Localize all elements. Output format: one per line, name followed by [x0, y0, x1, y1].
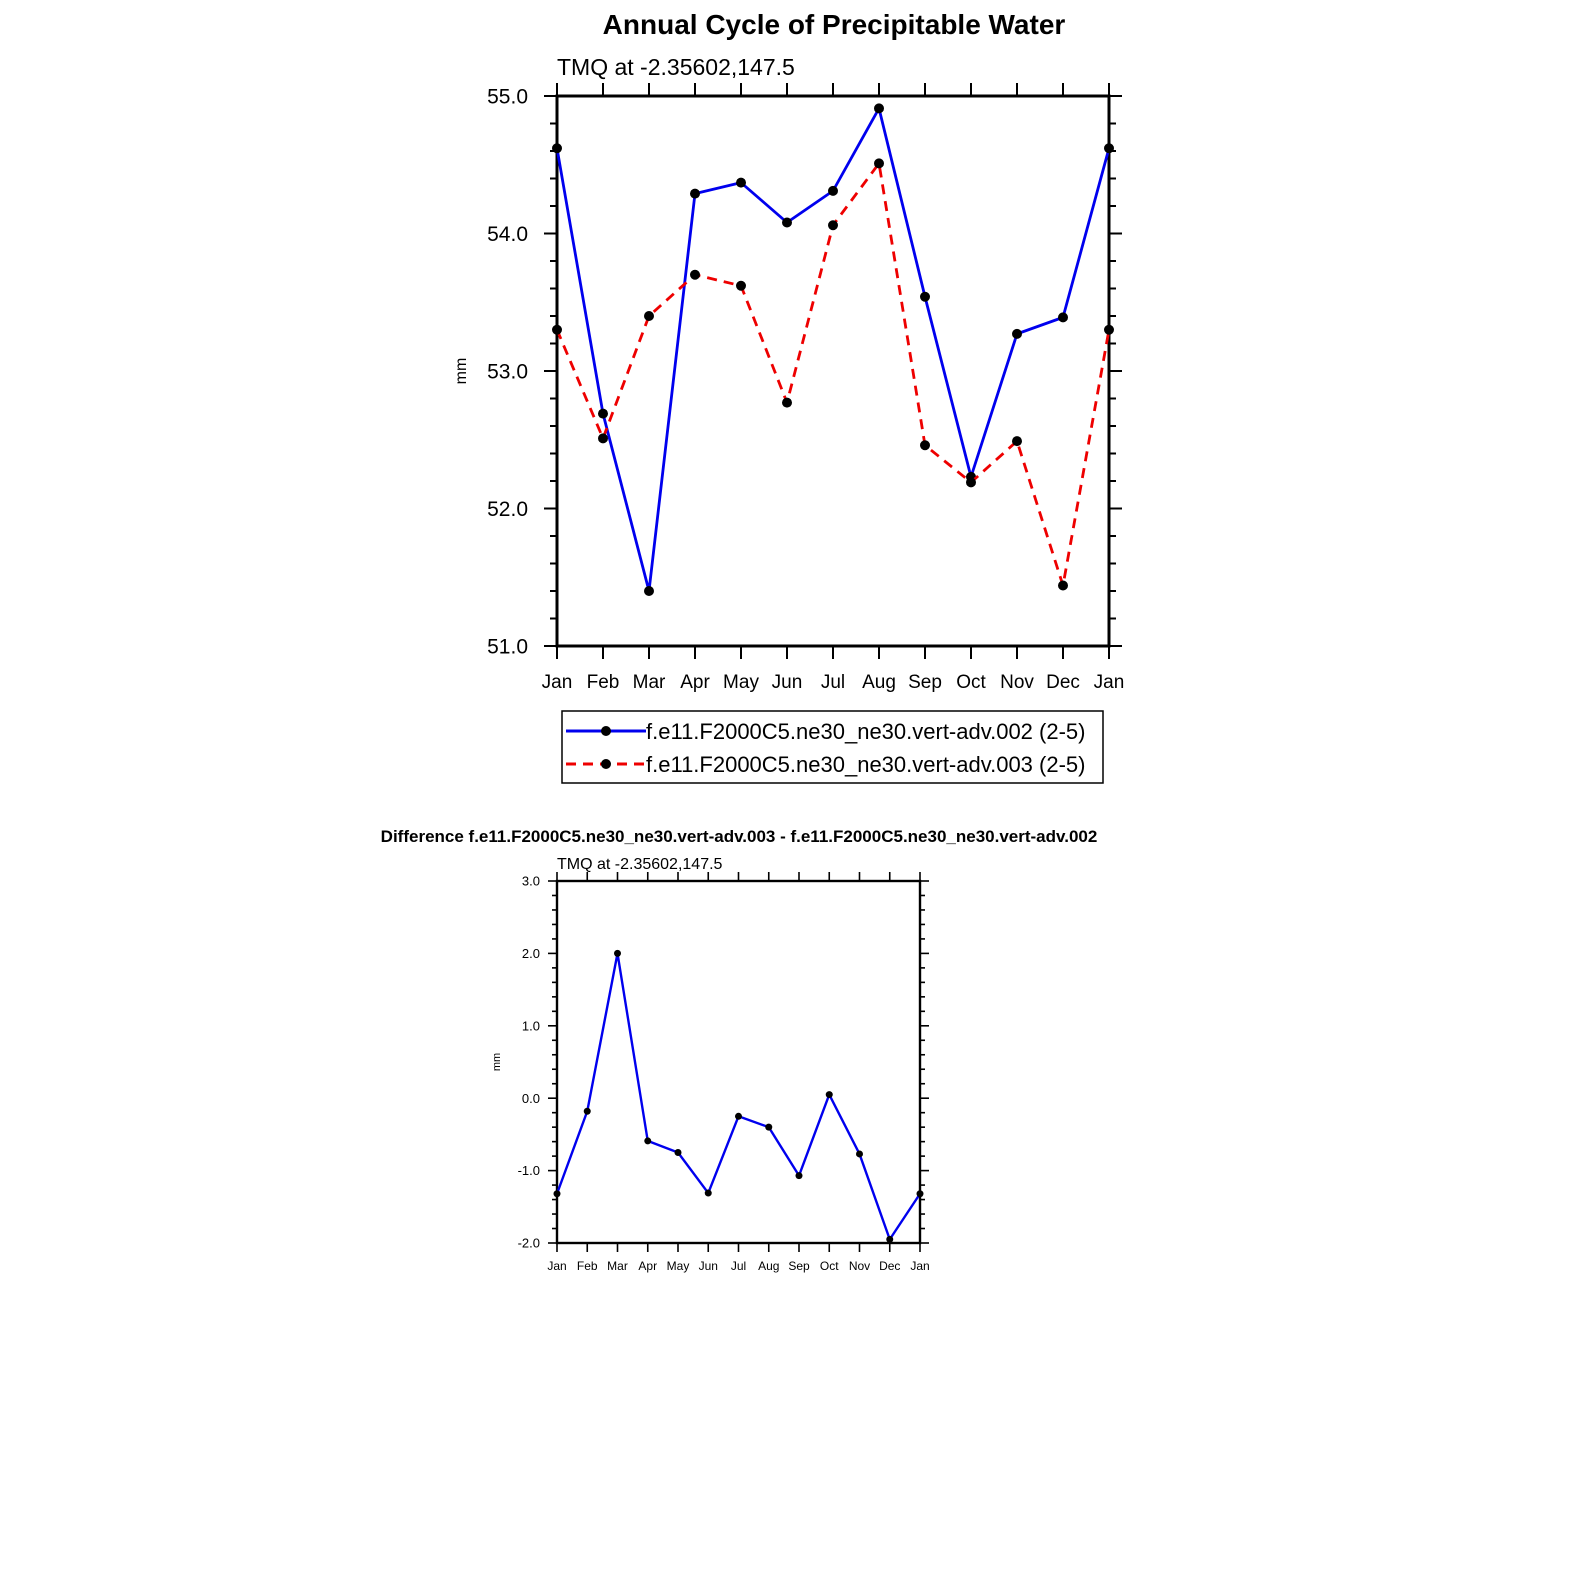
chart1-series-1-point: [690, 188, 700, 199]
chart1-series-1-point: [828, 185, 838, 196]
chart2-subtitle: TMQ at -2.35602,147.5: [557, 856, 723, 873]
chart2-x-tick-label: Jan: [547, 1259, 566, 1273]
chart2-series-1-point: [735, 1112, 742, 1120]
chart2-y-tick-label: 0.0: [522, 1091, 540, 1106]
chart1-title: Annual Cycle of Precipitable Water: [603, 9, 1066, 40]
chart1-x-tick-label: Sep: [908, 672, 942, 693]
chart1-series-2-point: [552, 324, 562, 335]
chart2-x-tick-label: May: [667, 1259, 690, 1273]
chart2-title: Difference f.e11.F2000C5.ne30_ne30.vert-…: [381, 827, 1098, 846]
chart2-x-tick-label: Apr: [638, 1259, 657, 1273]
legend-box: [561, 710, 1104, 784]
chart2-x-tick-label: Jul: [731, 1259, 746, 1273]
chart2-series-1-point: [886, 1235, 894, 1243]
chart1-x-tick-label: Aug: [862, 672, 896, 693]
chart2-series-1-point: [825, 1091, 833, 1099]
chart1-series-2-point: [920, 440, 930, 451]
chart2-x-tick-label: Dec: [879, 1259, 900, 1273]
chart1-x-tick-label: Feb: [587, 672, 620, 693]
chart1-x-tick-label: Mar: [633, 672, 666, 693]
chart2-x-tick-label: Sep: [788, 1259, 810, 1273]
chart1-x-tick-label: Nov: [1000, 672, 1034, 693]
chart2-y-tick-label: -2.0: [518, 1236, 540, 1251]
chart2-series-1-point: [614, 949, 621, 957]
chart1-series-2-point: [966, 477, 976, 488]
chart2-series-1-point: [765, 1123, 773, 1131]
chart1-series-2-point: [782, 397, 792, 408]
chart2-series-1-point: [704, 1189, 712, 1197]
legend-label-series-2: f.e11.F2000C5.ne30_ne30.vert-adv.003 (2-…: [646, 752, 1085, 777]
chart1-series-1-point: [782, 217, 792, 228]
chart2-x-tick-label: Mar: [607, 1259, 628, 1273]
chart2-series-1-point: [795, 1172, 803, 1180]
chart1-plot: Jan Feb Mar Apr May Jun Jul Aug Sep Oct Nov Dec Jan 5…: [453, 83, 1124, 693]
chart1-x-tick-label: Oct: [956, 672, 986, 693]
chart1-series-2-point: [1058, 580, 1068, 591]
chart1-series-1-point: [1012, 328, 1022, 339]
chart1-series-1-point: [1104, 143, 1114, 154]
chart2-frame: [555, 879, 922, 1245]
chart2-x-tick-label: Jun: [699, 1259, 718, 1273]
chart1-x-tick-label: Jan: [542, 672, 573, 693]
chart1-series-1-point: [1058, 312, 1068, 323]
chart2-x-tick-label: Nov: [849, 1259, 870, 1273]
chart2-series-1-point: [553, 1190, 561, 1198]
chart1-series-1-line: [555, 106, 1111, 593]
chart2-x-tick-label: Aug: [758, 1259, 779, 1273]
chart2-x-tick-label: Oct: [820, 1259, 839, 1273]
chart2-series-1-line: [555, 952, 922, 1241]
chart1-legend: f.e11.F2000C5.ne30_ne30.vert-adv.002 (2-…: [561, 710, 1104, 784]
chart2-y-tick-label: 3.0: [522, 874, 540, 889]
chart1-series-1-point: [736, 177, 746, 188]
chart1-x-tick-label: Apr: [680, 672, 710, 693]
chart1-series-2-point: [644, 311, 654, 321]
chart1-series-1-point: [874, 103, 884, 114]
chart1-series-1-point: [644, 586, 654, 596]
chart1-series-2-point: [1012, 436, 1022, 447]
chart1-series-2-point: [690, 269, 700, 280]
chart1-x-tick-label: Jun: [772, 672, 803, 693]
chart1-x-tick-label: May: [723, 672, 759, 693]
chart1-x-tick-label: Dec: [1046, 672, 1080, 693]
chart1-x-tick-label: Jul: [821, 672, 845, 693]
chart1-series-1-point: [920, 291, 930, 302]
chart2-y-axis-label: mm: [491, 1053, 503, 1071]
chart1-series-2-point: [1104, 324, 1114, 335]
legend-marker-series-1: [601, 726, 611, 736]
chart1-series-2-point: [598, 433, 608, 444]
chart2-series-1-point: [644, 1137, 652, 1145]
chart2-y-tick-label: 1.0: [522, 1018, 540, 1033]
legend-marker-series-2: [601, 759, 611, 769]
chart2-y-tick-label: -1.0: [518, 1163, 540, 1178]
chart1-y-tick-label: 51.0: [487, 635, 528, 658]
chart1-y-tick-label: 54.0: [487, 223, 528, 246]
chart1-series-2-point: [874, 158, 884, 169]
chart1-series-1-point: [598, 408, 608, 419]
chart2-series-1-point: [916, 1190, 924, 1198]
chart1-subtitle: TMQ at -2.35602,147.5: [557, 54, 795, 80]
chart2-series-1-point: [583, 1107, 591, 1115]
chart1-series-1-point: [552, 143, 562, 154]
chart2-x-tick-label: Feb: [577, 1259, 598, 1273]
chart1-y-axis-label: mm: [453, 358, 470, 385]
chart1-frame: [555, 94, 1111, 648]
chart1-y-tick-label: 55.0: [487, 85, 528, 108]
chart2-series-1-point: [856, 1150, 863, 1158]
chart2-series-1-point: [674, 1149, 682, 1156]
chart1-series-2-point: [828, 220, 838, 231]
chart1-y-tick-label: 53.0: [487, 360, 528, 383]
chart1-x-tick-label: Jan: [1094, 672, 1125, 693]
chart1-series-2-point: [736, 280, 746, 291]
chart2-x-tick-label: Jan: [910, 1259, 929, 1273]
legend-label-series-1: f.e11.F2000C5.ne30_ne30.vert-adv.002 (2-…: [646, 719, 1085, 744]
chart1-y-tick-label: 52.0: [487, 498, 528, 521]
chart2-y-tick-label: 2.0: [522, 946, 540, 961]
chart2-plot: Jan Feb Mar Apr May Jun Jul Aug Sep Oct Nov Dec Jan-…: [491, 872, 930, 1273]
